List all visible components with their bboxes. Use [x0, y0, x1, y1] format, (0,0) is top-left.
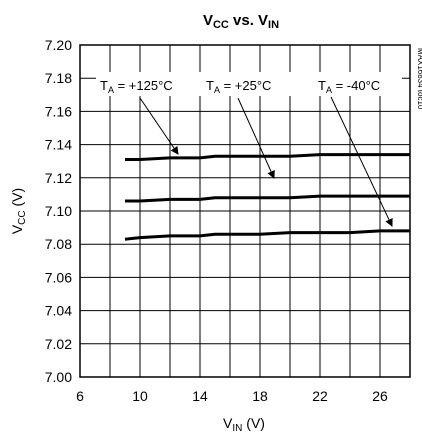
x-tick-labels: 6 10 14 18 22 26	[76, 388, 388, 404]
y-tick-labels: 7.00 7.02 7.04 7.06 7.08 7.10 7.12 7.14 7.16 7.18…	[45, 37, 72, 385]
x-axis-label-v: V	[223, 415, 233, 431]
series-label-25c-t: T	[206, 78, 214, 93]
x-axis-label: VIN (V)	[223, 415, 265, 434]
series-label-125c: TA = +125°C	[100, 78, 173, 95]
y-tick-label: 7.10	[45, 203, 72, 219]
y-axis-label-v: V	[9, 224, 25, 234]
series-label-minus40c-t: T	[318, 78, 326, 93]
y-tick-label: 7.08	[45, 236, 72, 252]
title-v2: V	[258, 12, 268, 29]
y-tick-label: 7.14	[45, 137, 72, 153]
series-label-25c: TA = +25°C	[206, 78, 271, 95]
title-mid: vs.	[229, 12, 258, 29]
y-axis-label-unit: (V)	[9, 188, 25, 211]
series-label-25c-rest: = +25°C	[220, 78, 271, 93]
y-tick-label: 7.20	[45, 37, 72, 53]
y-tick-label: 7.06	[45, 269, 72, 285]
series-label-125c-t: T	[100, 78, 108, 93]
series-line-125c	[125, 153, 410, 161]
y-tick-label: 7.02	[45, 336, 72, 352]
x-tick-label: 10	[132, 388, 148, 404]
series-group	[124, 153, 410, 241]
x-tick-label: 26	[372, 388, 388, 404]
chart-title: VCC vs. VIN	[203, 12, 279, 31]
x-tick-label: 14	[192, 388, 208, 404]
annotation-backdrop	[96, 72, 402, 96]
y-tick-label: 7.16	[45, 103, 72, 119]
y-tick-label: 7.04	[45, 303, 72, 319]
arrow-minus40c	[330, 96, 393, 227]
plot-frame	[79, 44, 411, 378]
series-label-125c-rest: = +125°C	[114, 78, 173, 93]
x-tick-label: 22	[312, 388, 328, 404]
x-tick-label: 6	[76, 388, 84, 404]
figure-id: MAX16834 toc10	[416, 48, 422, 110]
x-axis-label-unit: (V)	[242, 415, 265, 431]
x-tick-label: 18	[252, 388, 268, 404]
title-sub2: IN	[268, 19, 279, 31]
series-line-25c	[125, 194, 410, 203]
series-label-minus40c-rest: = -40°C	[332, 78, 380, 93]
y-axis-label-sub: CC	[17, 210, 28, 224]
y-axis-label: VCC (V)	[9, 188, 28, 234]
series-line-minus40c	[124, 229, 410, 241]
y-tick-label: 7.18	[45, 70, 72, 86]
title-v1: V	[203, 12, 213, 29]
title-sub1: CC	[213, 19, 229, 31]
series-label-25c-sub: A	[214, 85, 220, 95]
arrow-25c	[237, 97, 275, 179]
y-tick-label: 7.00	[45, 369, 72, 385]
series-label-125c-sub: A	[108, 85, 114, 95]
arrow-125c	[139, 97, 179, 155]
series-label-minus40c-sub: A	[326, 85, 332, 95]
grid	[80, 45, 410, 377]
series-label-minus40c: TA = -40°C	[318, 78, 380, 95]
y-tick-label: 7.12	[45, 170, 72, 186]
x-axis-label-sub: IN	[232, 423, 242, 434]
